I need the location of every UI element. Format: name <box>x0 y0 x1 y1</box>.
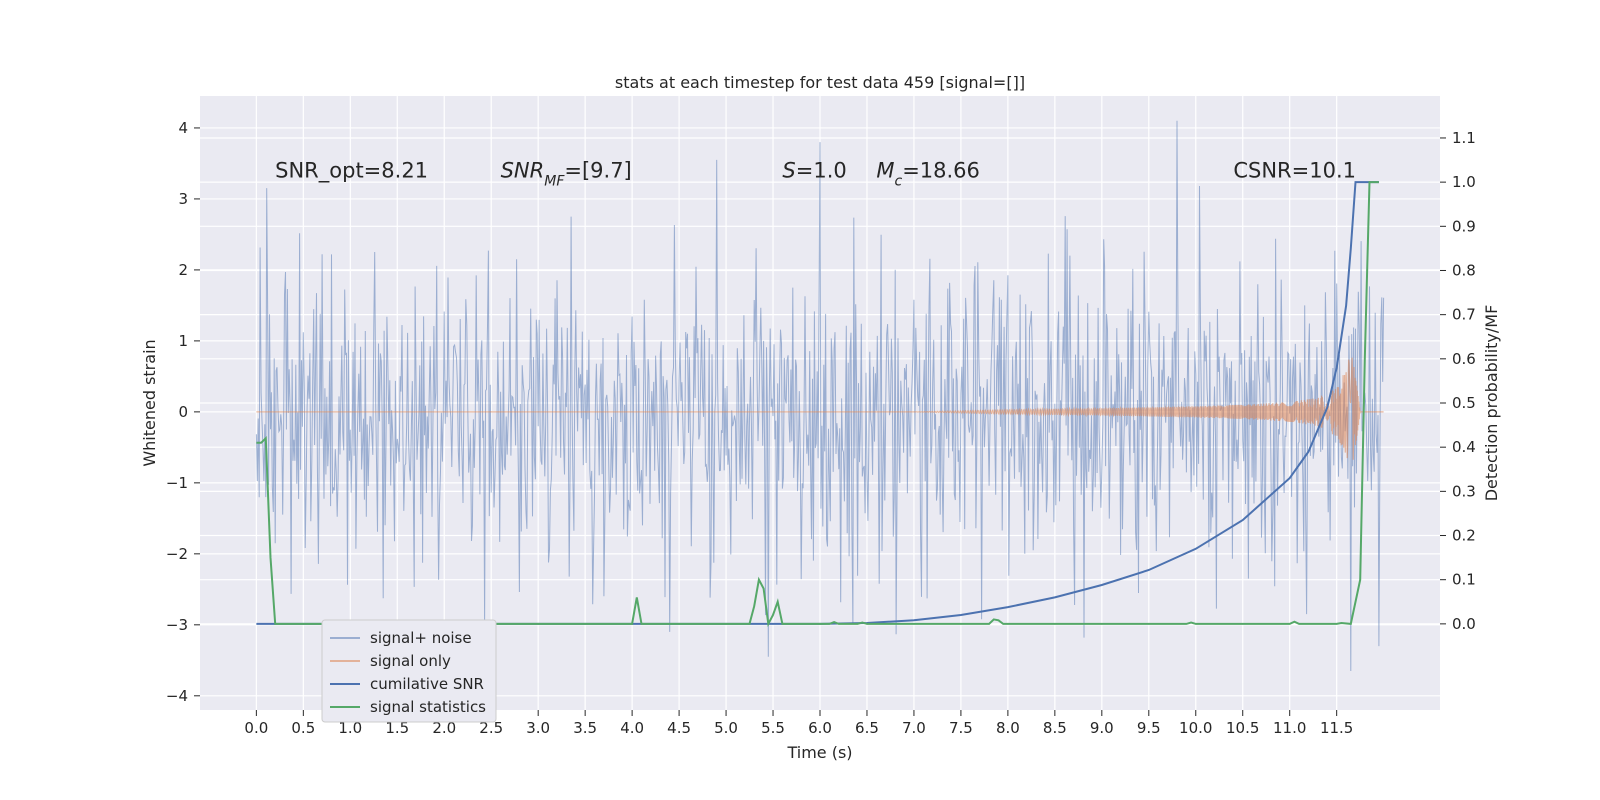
y-left-tick-label: −4 <box>166 687 188 705</box>
x-tick-label: 1.0 <box>338 719 362 737</box>
y-axis-left-label: Whitened strain <box>140 339 159 466</box>
x-tick-label: 2.0 <box>432 719 456 737</box>
x-tick-label: 0.5 <box>291 719 315 737</box>
y-axis-right-label: Detection probability/MF <box>1482 305 1501 502</box>
x-tick-label: 4.0 <box>620 719 644 737</box>
annotation: S=1.0 <box>782 159 846 183</box>
y-left-tick-label: −2 <box>166 545 188 563</box>
legend-box <box>321 619 497 723</box>
y-right-tick-label: 0.1 <box>1452 571 1476 589</box>
legend-entry: signal+ noise <box>370 629 472 647</box>
x-tick-label: 11.0 <box>1273 719 1306 737</box>
y-left-tick-label: −3 <box>166 616 188 634</box>
x-tick-label: 9.5 <box>1137 719 1161 737</box>
x-tick-label: 4.5 <box>667 719 691 737</box>
x-tick-label: 6.5 <box>855 719 879 737</box>
x-tick-label: 6.0 <box>808 719 832 737</box>
chart-title: stats at each timestep for test data 459… <box>615 73 1025 92</box>
y-right-tick-label: 0.2 <box>1452 527 1476 545</box>
x-tick-label: 8.0 <box>996 719 1020 737</box>
series-signal-noise <box>255 120 1385 672</box>
legend-entry: cumilative SNR <box>370 675 484 693</box>
y-right-tick-label: 0.3 <box>1452 482 1476 500</box>
x-tick-label: 9.0 <box>1090 719 1114 737</box>
legend-entry: signal only <box>370 652 451 670</box>
x-tick-label: 3.0 <box>526 719 550 737</box>
x-tick-label: 3.5 <box>573 719 597 737</box>
annotation: SNR_opt=8.21 <box>275 159 428 184</box>
y-right-tick-label: 0.6 <box>1452 350 1476 368</box>
series-signal-only <box>256 357 1384 460</box>
x-tick-label: 5.5 <box>761 719 785 737</box>
x-tick-label: 0.0 <box>244 719 268 737</box>
x-tick-label: 7.0 <box>902 719 926 737</box>
x-tick-label: 10.0 <box>1179 719 1212 737</box>
annotation: Mc=18.66 <box>876 159 980 190</box>
y-left-tick-label: 3 <box>178 190 188 208</box>
annotation: CSNR=10.1 <box>1233 159 1356 183</box>
annotations: SNR_opt=8.21 SNRMF=[9.7] S=1.0 Mc=18.66 CSNR… <box>275 159 1356 190</box>
series-cumulative-snr <box>256 181 1379 625</box>
y-right-tick-label: 0.7 <box>1452 306 1476 324</box>
y-left-tick-label: −1 <box>166 474 188 492</box>
legend: signal+ noise signal only cumilative SNR si… <box>321 619 497 723</box>
y-right-tick-label: 1.1 <box>1452 129 1476 147</box>
series-layer <box>255 120 1385 672</box>
x-tick-label: 2.5 <box>479 719 503 737</box>
axes: 0.0 0.5 1.0 1.5 2.0 2.5 3.0 3.5 4.0 4.5 5.0 5.5 6.0 6… <box>166 119 1476 737</box>
y-left-tick-label: 4 <box>178 119 188 137</box>
y-right-tick-label: 0.5 <box>1452 394 1476 412</box>
x-tick-label: 11.5 <box>1320 719 1353 737</box>
y-left-tick-label: 0 <box>178 403 188 421</box>
legend-entry: signal statistics <box>370 698 486 716</box>
y-right-tick-label: 0.4 <box>1452 438 1476 456</box>
y-left-tick-label: 1 <box>178 332 188 350</box>
x-tick-label: 10.5 <box>1226 719 1259 737</box>
y-right-tick-label: 0.9 <box>1452 217 1476 235</box>
x-tick-label: 7.5 <box>949 719 973 737</box>
y-left-tick-label: 2 <box>178 261 188 279</box>
y-right-tick-label: 0.8 <box>1452 261 1476 279</box>
y-right-tick-label: 1.0 <box>1452 173 1476 191</box>
x-axis-label: Time (s) <box>786 743 852 762</box>
x-tick-label: 1.5 <box>385 719 409 737</box>
x-tick-label: 5.0 <box>714 719 738 737</box>
x-tick-label: 8.5 <box>1043 719 1067 737</box>
series-signal-statistics <box>256 181 1379 628</box>
annotation: SNRMF=[9.7] <box>501 159 632 190</box>
y-right-tick-label: 0.0 <box>1452 615 1476 633</box>
